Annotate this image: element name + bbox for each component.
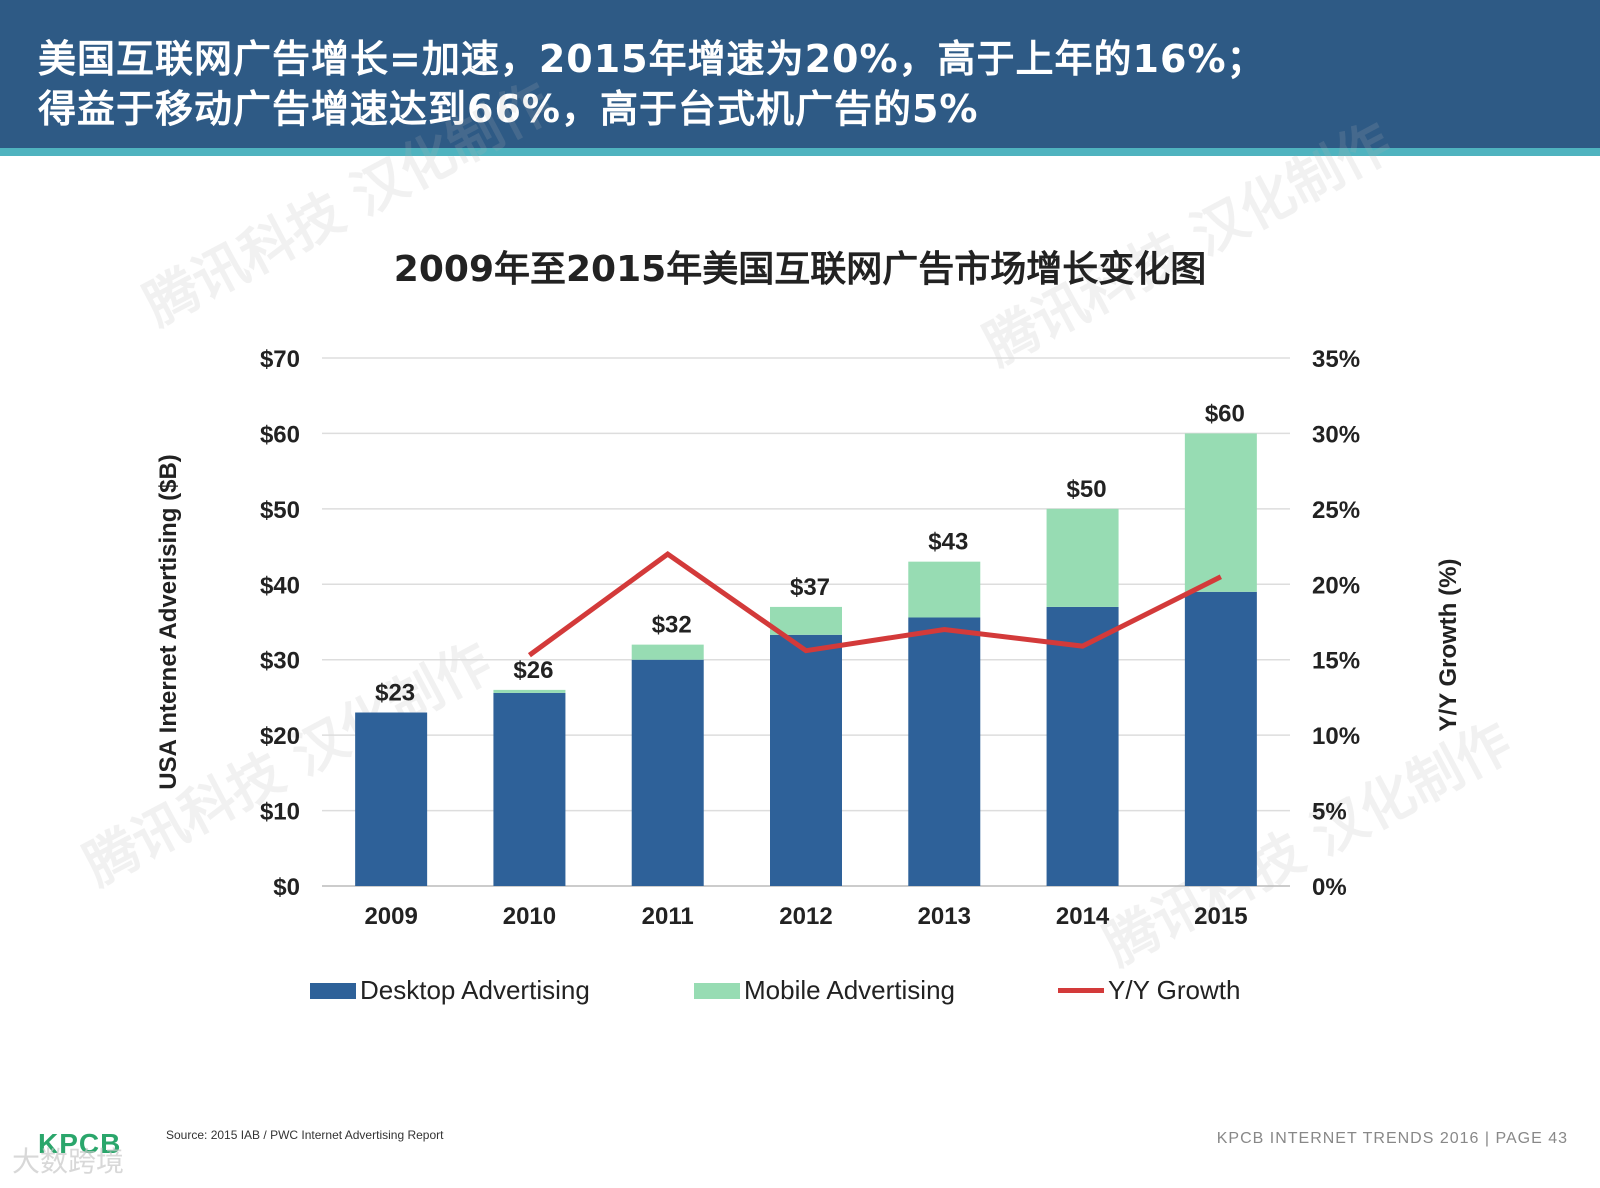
x-tick-label: 2010 (503, 903, 556, 930)
y2-tick-label: 0% (1312, 874, 1347, 901)
line-yoy-growth (527, 551, 1222, 658)
bar-total-label: $43 (928, 529, 968, 556)
y-tick-label: $20 (260, 723, 300, 750)
bar-desktop-2013 (908, 617, 981, 886)
x-tick-label: 2015 (1194, 903, 1247, 930)
x-tick-label: 2009 (364, 903, 417, 930)
y2-tick-label: 15% (1312, 648, 1360, 675)
bar-total-label: $26 (513, 657, 553, 684)
y-tick-label: $60 (260, 421, 300, 448)
bar-total-label: $50 (1067, 476, 1107, 503)
bar-total-label: $32 (652, 612, 692, 639)
y-tick-label: $70 (260, 346, 300, 373)
header-title-line2: 得益于移动广告增速达到66%，高于台式机广告的5% (38, 87, 979, 131)
kpcb-logo: KPCB (38, 1128, 122, 1159)
header-title-line1: 美国互联网广告增长=加速，2015年增速为20%，高于上年的16%； (38, 37, 1266, 81)
x-tick-label: 2011 (642, 903, 694, 930)
bar-mobile-2011 (631, 644, 704, 660)
y2-tick-label: 10% (1312, 723, 1360, 750)
y-tick-label: $0 (273, 874, 300, 901)
bar-total-label: $60 (1205, 400, 1245, 427)
bar-total-label: $23 (375, 680, 415, 707)
legend-swatch-mobile (694, 982, 740, 999)
y2-tick-label: 35% (1312, 346, 1360, 373)
page-footer: KPCB INTERNET TRENDS 2016 | PAGE 43 (1216, 1130, 1568, 1147)
bar-mobile-2010 (493, 689, 566, 693)
legend-label-growth: Y/Y Growth (1108, 975, 1241, 1005)
bar-desktop-2011 (631, 659, 704, 886)
y-tick-label: $10 (260, 799, 300, 826)
y2-tick-label: 25% (1312, 497, 1360, 524)
bar-mobile-2013 (908, 561, 981, 618)
y-tick-label: $40 (260, 572, 300, 599)
x-tick-label: 2012 (779, 903, 832, 930)
y2-tick-label: 20% (1312, 572, 1360, 599)
bar-desktop-2009 (355, 712, 428, 886)
bar-desktop-2014 (1046, 606, 1119, 886)
y-axis-title: USA Internet Advertising ($B) (155, 454, 182, 790)
legend-label-mobile: Mobile Advertising (744, 975, 955, 1005)
legend-swatch-desktop (310, 982, 356, 999)
y-tick-label: $30 (260, 648, 300, 675)
bar-total-label: $37 (790, 574, 830, 601)
bar-desktop-2010 (493, 692, 566, 886)
legend-swatch-growth (1058, 988, 1104, 993)
header-bar: 美国互联网广告增长=加速，2015年增速为20%，高于上年的16%； 得益于移动… (0, 0, 1600, 148)
legend-item-desktop: Desktop Advertising (310, 975, 590, 1006)
chart-legend: Desktop Advertising Mobile Advertising Y… (0, 975, 1600, 1015)
y2-axis-title: Y/Y Growth (%) (1435, 559, 1462, 732)
x-tick-label: 2014 (1056, 903, 1110, 930)
bar-mobile-2012 (770, 606, 842, 635)
bar-mobile-2014 (1046, 508, 1119, 607)
x-tick-label: 2013 (918, 903, 971, 930)
header-accent-stripe (0, 148, 1600, 156)
bar-desktop-2012 (770, 634, 842, 886)
bar-mobile-2015 (1184, 433, 1257, 592)
y2-tick-label: 30% (1312, 421, 1360, 448)
legend-label-desktop: Desktop Advertising (360, 975, 590, 1005)
bar-desktop-2015 (1184, 591, 1257, 886)
bottom-watermark: 大数跨境 (12, 1145, 125, 1178)
legend-item-mobile: Mobile Advertising (694, 975, 955, 1006)
chart-title: 2009年至2015年美国互联网广告市场增长变化图 (393, 249, 1207, 290)
y2-tick-label: 5% (1312, 799, 1347, 826)
y-tick-label: $50 (260, 497, 300, 524)
legend-item-growth: Y/Y Growth (1058, 975, 1240, 1006)
source-note: Source: 2015 IAB / PWC Internet Advertis… (166, 1128, 444, 1142)
